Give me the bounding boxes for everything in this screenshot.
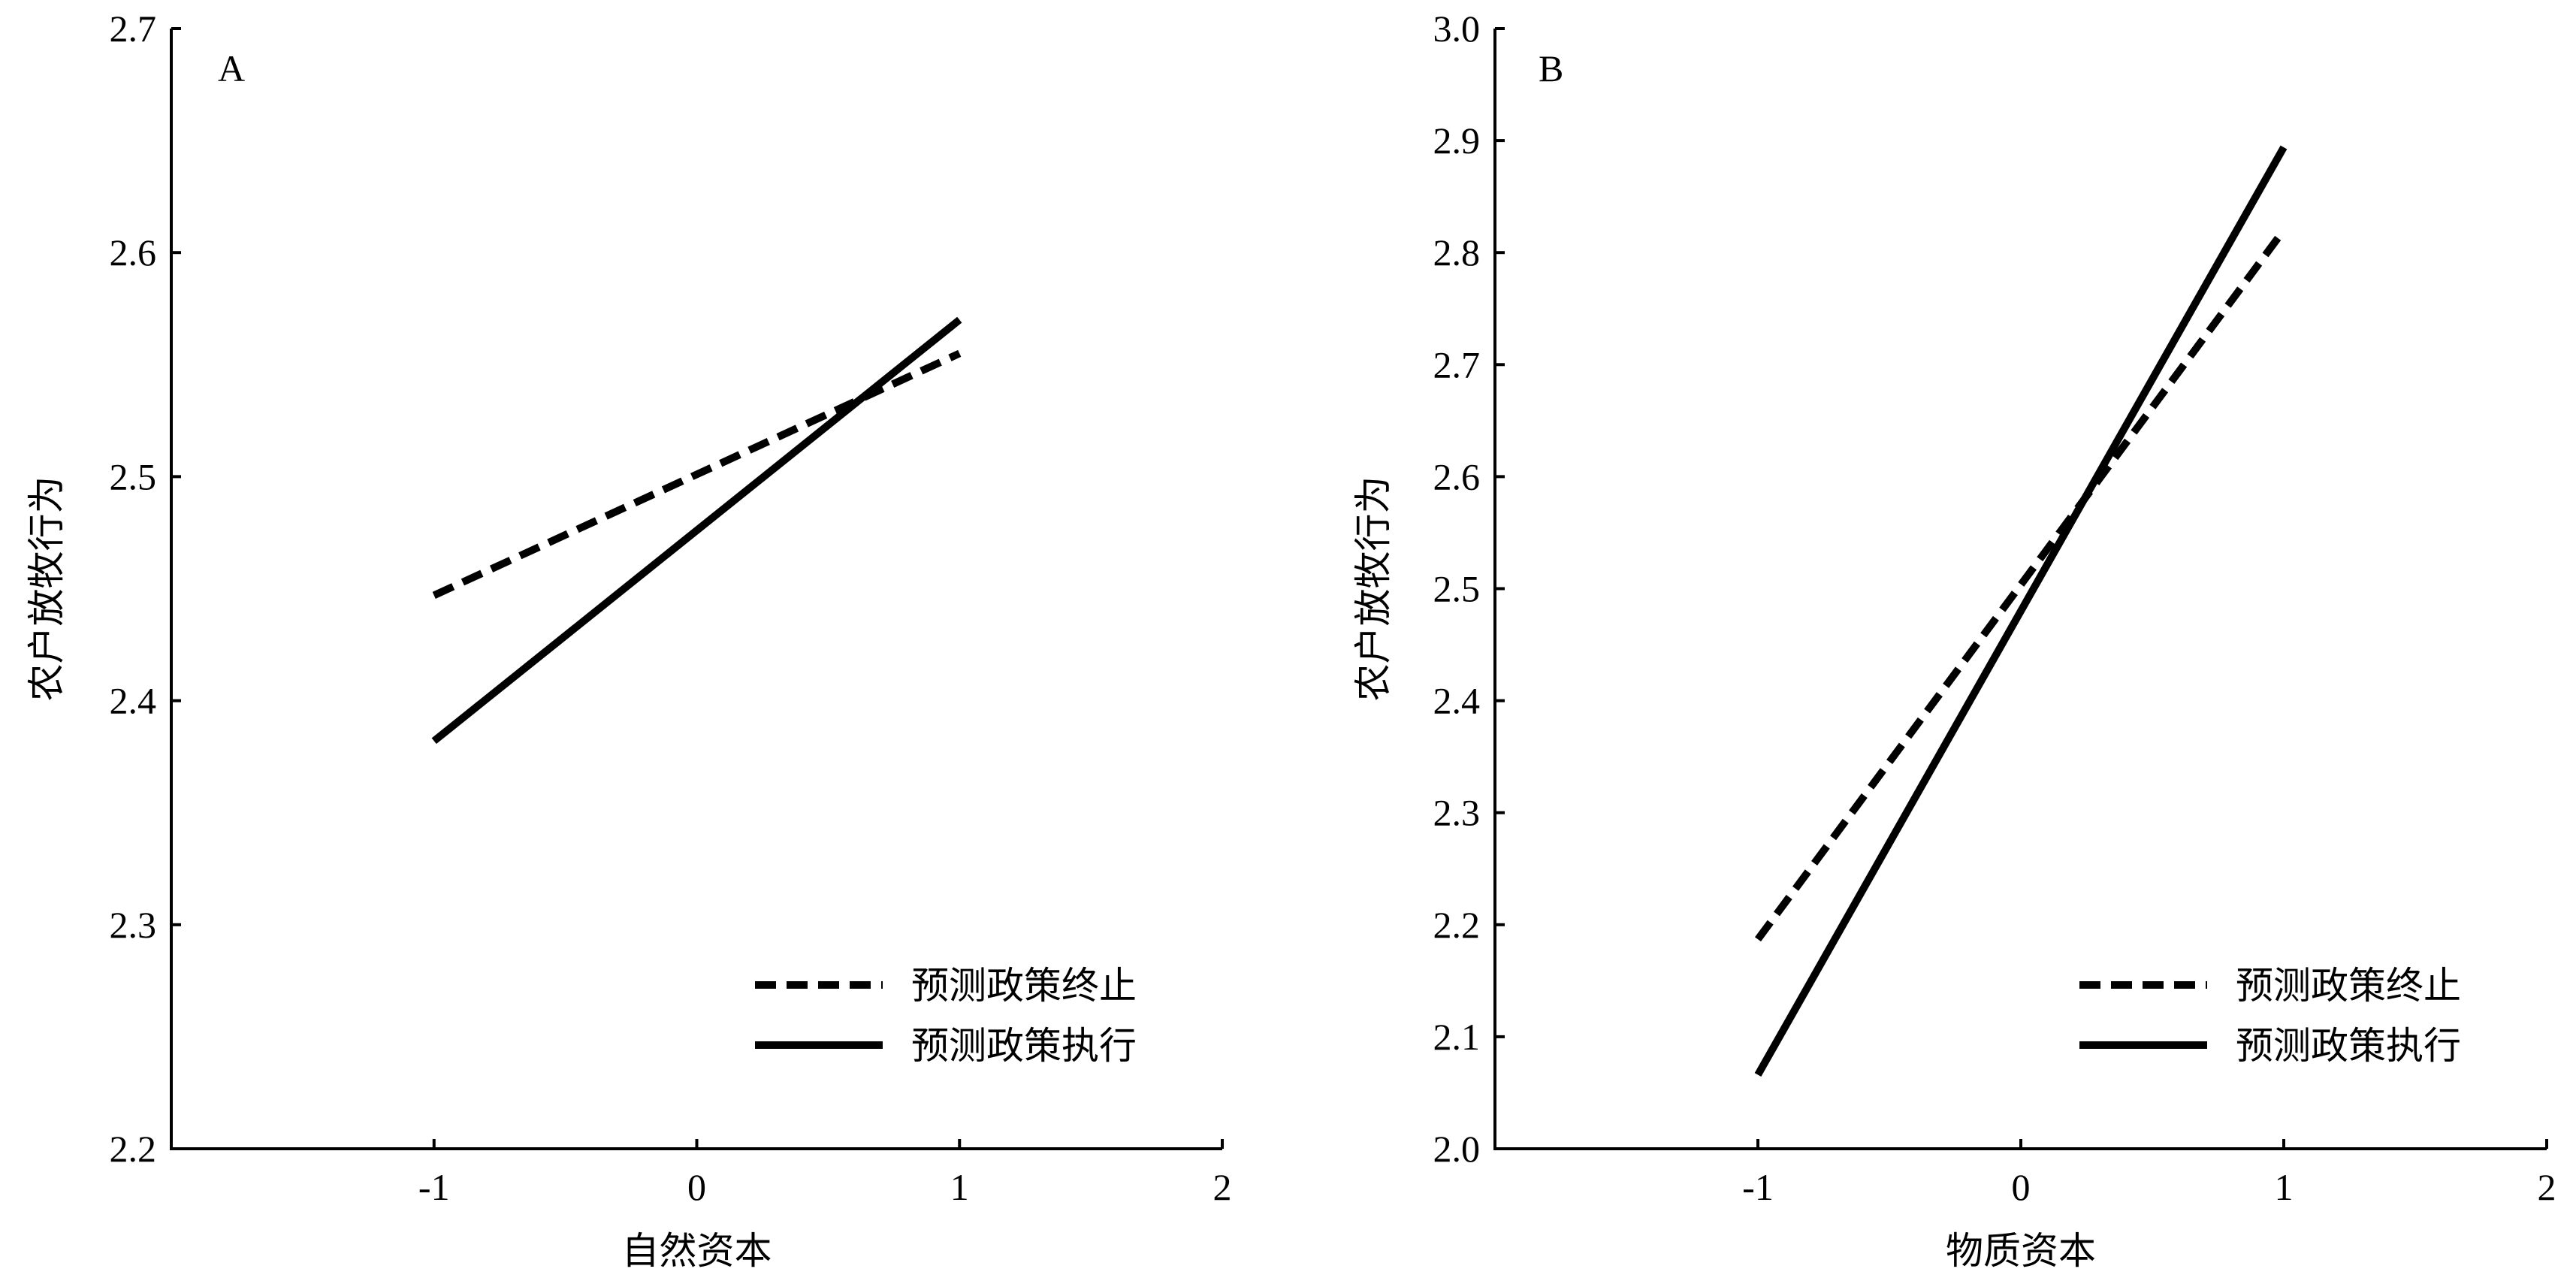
legend-label: 预测政策终止 [2236,964,2461,1008]
y-tick-label: 2.4 [1433,680,1481,722]
y-axis-title: 农户放牧行为 [25,476,68,702]
panel-label: A [218,47,245,89]
y-tick-label: 2.8 [1433,231,1481,273]
y-tick-label: 2.2 [1433,904,1481,946]
x-tick-label: 1 [2275,1166,2294,1208]
x-tick-label: 0 [2012,1166,2031,1208]
y-tick-label: 3.0 [1433,8,1481,50]
x-tick-label: 1 [950,1166,969,1208]
legend-label: 预测政策执行 [911,1024,1137,1068]
y-tick-label: 2.5 [1433,568,1481,610]
x-tick-label: 2 [2538,1166,2556,1208]
y-tick-label: 2.9 [1433,119,1481,162]
y-tick-label: 2.3 [1433,792,1481,834]
legend-label: 预测政策终止 [911,964,1137,1008]
y-tick-label: 2.4 [110,680,157,722]
x-axis-title: 自然资本 [622,1229,772,1273]
series-line-policy-end [432,349,962,599]
y-tick-label: 2.6 [110,231,157,273]
x-axis-title: 物质资本 [1946,1229,2096,1273]
y-tick-label: 2.7 [110,8,157,50]
series-line-policy-execute [1754,145,2288,1077]
legend-label: 预测政策执行 [2236,1024,2461,1068]
y-tick-label: 2.5 [110,455,157,497]
y-tick-label: 2.7 [1433,343,1481,385]
x-tick-label: -1 [1742,1166,1774,1208]
x-tick-label: 2 [1213,1166,1232,1208]
y-axis-title: 农户放牧行为 [1351,476,1395,702]
y-tick-label: 2.1 [1433,1016,1481,1058]
y-tick-label: 2.2 [110,1128,157,1170]
x-tick-label: -1 [418,1166,450,1208]
y-tick-label: 2.6 [1433,455,1481,497]
y-tick-label: 2.3 [110,904,157,946]
series-line-policy-end [1754,228,2288,942]
chart-panel-b: 2.0 2.1 2.2 2.3 2.4 2.5 2.6 2.7 2.8 2.9 3.0 -1 0 1 2 农户… [1351,8,2556,1273]
series-line-policy-execute [431,316,962,745]
x-tick-label: 0 [687,1166,706,1208]
panel-label: B [1539,47,1563,89]
y-tick-label: 2.0 [1433,1128,1481,1170]
